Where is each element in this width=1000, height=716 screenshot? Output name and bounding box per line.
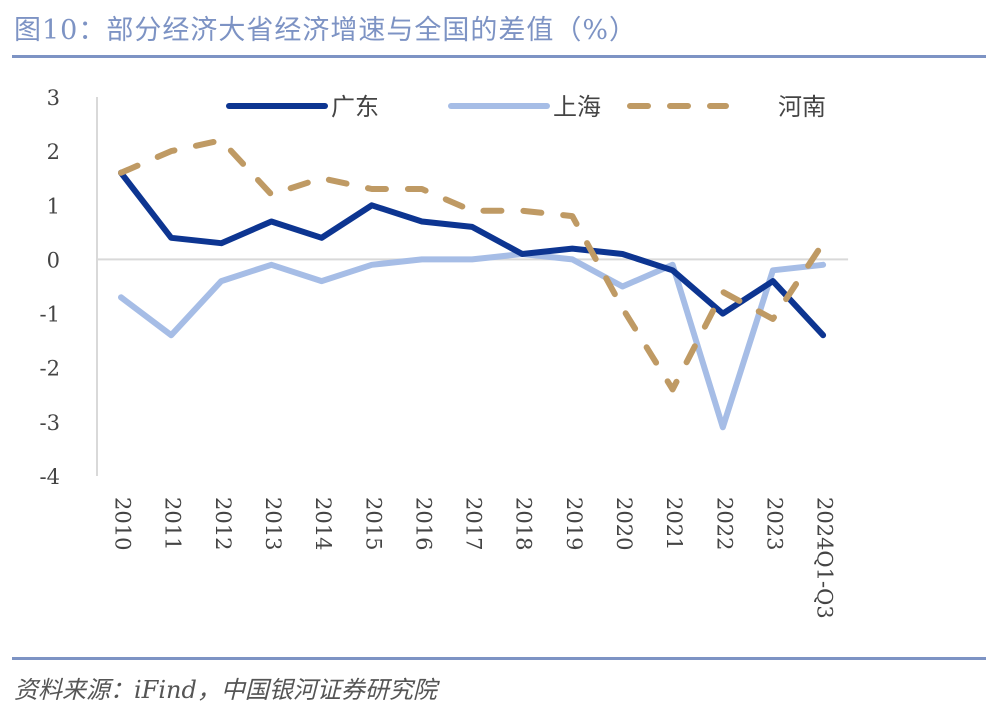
y-tick-label: 3 bbox=[47, 86, 60, 110]
y-tick-label: -1 bbox=[40, 303, 60, 327]
x-tick-label: 2016 bbox=[411, 497, 435, 550]
x-tick-label: 2021 bbox=[662, 497, 686, 550]
x-tick-label: 2013 bbox=[261, 497, 285, 550]
y-tick-label: -3 bbox=[40, 411, 60, 435]
series-layer bbox=[118, 137, 827, 431]
legend-label-1: 上海 bbox=[553, 93, 601, 121]
y-tick-label: -2 bbox=[40, 357, 60, 381]
legend-label-0: 广东 bbox=[331, 93, 379, 121]
figure-title: 图10：部分经济大省经济增速与全国的差值（%） bbox=[14, 15, 638, 46]
x-tick-label: 2017 bbox=[462, 497, 486, 550]
line-chart: 3 2 1 0 -1 -2 -3 -4 2010 2011 2012 2013 2014 2015 2016… bbox=[40, 86, 849, 619]
source-divider bbox=[12, 657, 986, 660]
x-tick-label: 2015 bbox=[361, 497, 385, 550]
y-tick-label: 2 bbox=[47, 140, 60, 164]
x-tick-label: 2022 bbox=[712, 497, 736, 550]
x-tick-label: 2018 bbox=[512, 497, 536, 550]
axes: 3 2 1 0 -1 -2 -3 -4 2010 2011 2012 2013 2014 2015 2016… bbox=[40, 86, 849, 619]
x-tick-label: 2020 bbox=[612, 497, 636, 550]
y-tick-label: 0 bbox=[47, 248, 60, 272]
x-tick-label: 2011 bbox=[161, 497, 185, 550]
series-line-2 bbox=[118, 137, 827, 393]
series-line-0 bbox=[118, 169, 827, 339]
x-tick-label: 2023 bbox=[762, 497, 786, 550]
y-tick-label: -4 bbox=[40, 465, 60, 489]
x-tick-label: 2014 bbox=[311, 497, 335, 550]
x-tick-label: 2019 bbox=[562, 497, 586, 550]
x-tick-label: 2024Q1-Q3 bbox=[813, 497, 837, 619]
series-line-1 bbox=[118, 251, 827, 431]
x-tick-label: 2012 bbox=[211, 497, 235, 550]
legend-label-2: 河南 bbox=[778, 93, 826, 121]
y-tick-label: 1 bbox=[47, 194, 60, 218]
source-note: 资料来源：iFind，中国银河证券研究院 bbox=[14, 676, 437, 704]
title-divider bbox=[12, 55, 986, 58]
legend: 广东 上海 河南 bbox=[226, 93, 826, 121]
x-tick-label: 2010 bbox=[111, 497, 135, 550]
